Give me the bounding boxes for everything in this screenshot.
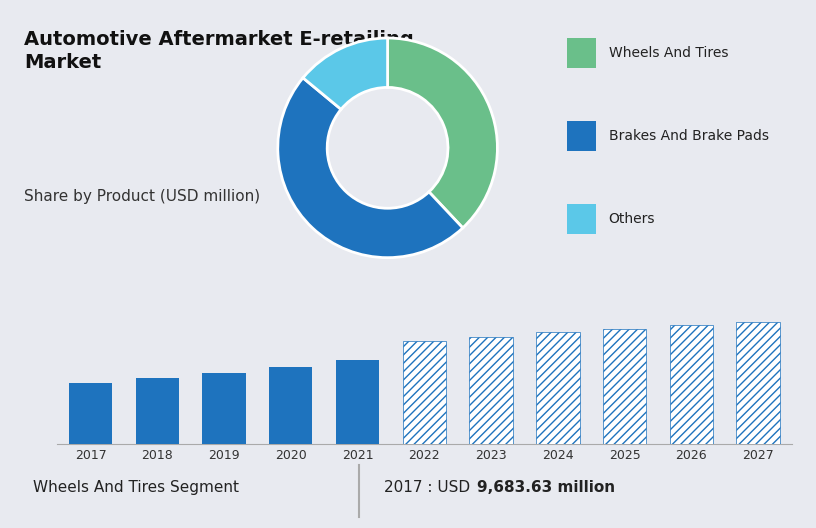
Wedge shape (303, 38, 388, 109)
Bar (737, 322, 780, 444)
Bar (469, 337, 512, 444)
Text: Wheels And Tires: Wheels And Tires (609, 46, 728, 60)
Wedge shape (388, 38, 498, 228)
Text: Automotive Aftermarket E-retailing
Market: Automotive Aftermarket E-retailing Marke… (24, 30, 415, 72)
Bar (536, 332, 579, 444)
Bar (336, 360, 379, 444)
Bar (135, 378, 179, 444)
Text: Brakes And Brake Pads: Brakes And Brake Pads (609, 129, 769, 143)
Bar (69, 383, 113, 444)
Text: Others: Others (609, 212, 655, 226)
Bar (567, 121, 596, 151)
Text: 2017 : USD: 2017 : USD (384, 480, 479, 495)
Text: Share by Product (USD million): Share by Product (USD million) (24, 189, 260, 204)
Text: Wheels And Tires Segment: Wheels And Tires Segment (33, 480, 238, 495)
Bar (269, 367, 313, 444)
Bar (567, 204, 596, 233)
Text: 9,683.63 million: 9,683.63 million (477, 480, 615, 495)
Wedge shape (277, 78, 463, 258)
Bar (567, 39, 596, 68)
Bar (202, 373, 246, 444)
Bar (603, 328, 646, 444)
Bar (402, 341, 446, 444)
Bar (670, 325, 713, 444)
